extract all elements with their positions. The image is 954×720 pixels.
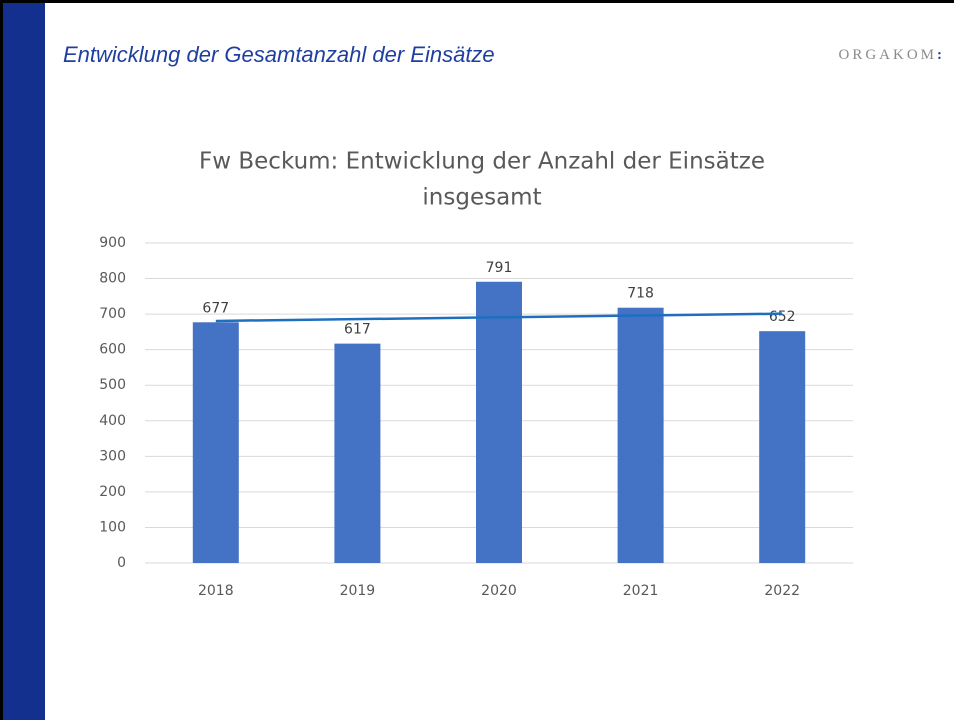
x-tick-label: 2020 (481, 583, 517, 599)
bar (192, 322, 239, 563)
y-tick-label: 900 (99, 235, 126, 251)
y-tick-label: 300 (99, 448, 126, 464)
value-label: 718 (627, 286, 654, 302)
y-tick-label: 100 (99, 519, 126, 535)
logo: ORGAKOM: (838, 47, 945, 63)
y-tick-label: 0 (117, 555, 126, 571)
side-bar (3, 3, 45, 720)
x-tick-label: 2018 (198, 583, 234, 599)
value-label: 677 (202, 300, 229, 316)
chart-title: insgesamt (422, 185, 541, 211)
logo-name: ORGAKOM (838, 47, 937, 63)
x-tick-label: 2019 (340, 583, 376, 599)
y-tick-label: 400 (99, 413, 126, 429)
value-label: 791 (486, 260, 513, 276)
y-tick-label: 200 (99, 484, 126, 500)
chart-title: Fw Beckum: Entwicklung der Anzahl der Ei… (199, 149, 765, 175)
x-tick-label: 2022 (764, 583, 800, 599)
value-label: 652 (769, 309, 796, 325)
bar (476, 281, 522, 563)
y-tick-label: 700 (99, 306, 126, 322)
top-border (0, 0, 954, 3)
left-border (0, 0, 3, 720)
x-tick-label: 2021 (623, 583, 659, 599)
y-tick-label: 500 (99, 377, 126, 393)
value-label: 617 (344, 322, 371, 338)
trend-line (215, 312, 783, 323)
y-tick-label: 600 (99, 342, 126, 358)
bar (617, 307, 664, 563)
bar (334, 343, 381, 563)
y-tick-label: 800 (99, 271, 126, 287)
slide-title: Entwicklung der Gesamtanzahl der Einsätz… (63, 42, 495, 67)
logo-mark: : (937, 47, 945, 63)
bar (759, 331, 806, 563)
